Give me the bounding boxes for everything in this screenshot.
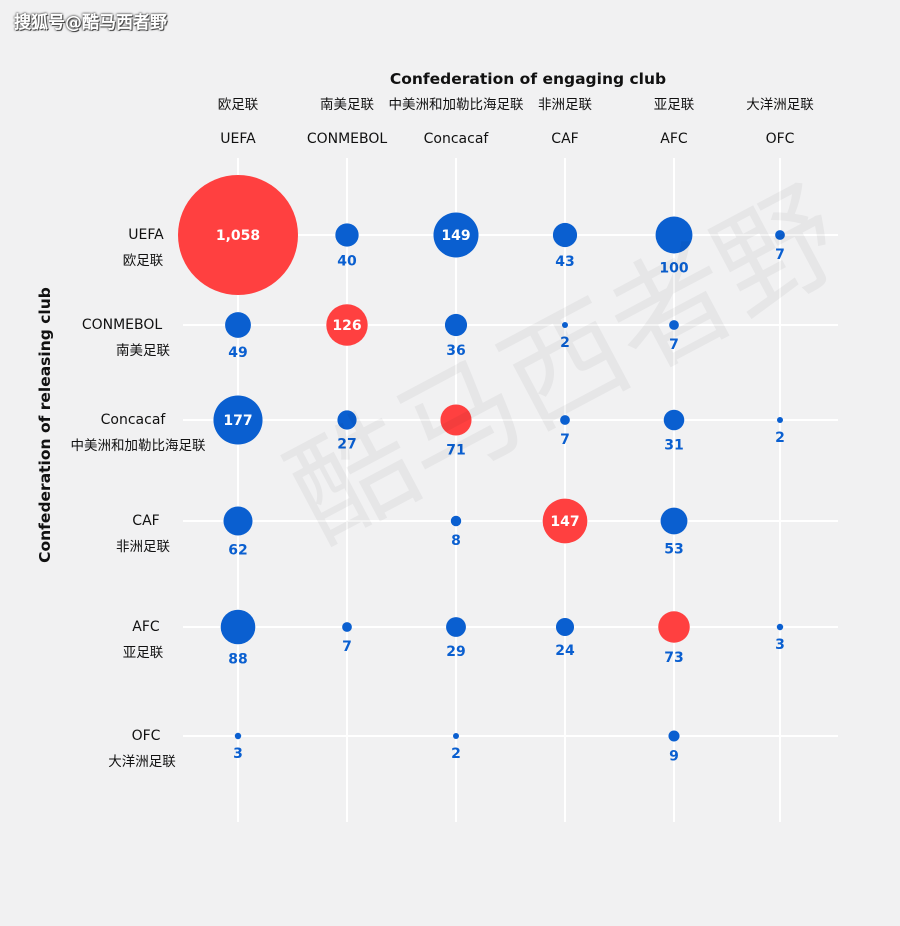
column-label-zh: 欧足联 <box>218 97 259 113</box>
column-label-en: OFC <box>766 131 795 147</box>
bubble-value-label: 147 <box>550 514 579 530</box>
bubble-value-label: 40 <box>337 254 357 270</box>
bubble-value-label: 7 <box>669 337 679 353</box>
bubble-concacaf-to-caf <box>560 415 570 425</box>
bubble-afc-to-ofc <box>776 623 784 631</box>
bubble-afc-to-conmebol <box>342 622 352 632</box>
bubble-uefa-to-caf <box>552 222 578 248</box>
bubble-concacaf-to-conmebol <box>337 410 357 430</box>
bubble-conmebol-to-afc <box>669 320 679 330</box>
column-label-zh: 南美足联 <box>320 97 374 113</box>
bubble-value-label: 2 <box>451 746 461 762</box>
column-label-en: AFC <box>660 131 688 147</box>
column-label-en: Concacaf <box>424 131 490 147</box>
row-label-en: UEFA <box>128 227 164 243</box>
row-label-zh: 亚足联 <box>123 645 164 661</box>
bubble-conmebol-to-uefa <box>225 312 251 338</box>
bubble-value-label: 53 <box>664 541 683 557</box>
column-label-en: CONMEBOL <box>307 131 388 147</box>
row-label-zh: 欧足联 <box>123 253 164 269</box>
bubble-value-label: 71 <box>446 443 465 459</box>
bubble-value-label: 62 <box>228 543 247 559</box>
bubble-concacaf-to-concacaf <box>440 404 472 436</box>
bubble-value-label: 126 <box>332 318 361 334</box>
bubble-value-label: 2 <box>775 430 785 446</box>
bubble-value-label: 2 <box>560 335 570 351</box>
bubble-value-label: 31 <box>664 437 683 453</box>
bubble-value-label: 7 <box>560 432 570 448</box>
bubble-value-label: 7 <box>342 639 352 655</box>
x-axis-title: Confederation of engaging club <box>390 70 666 88</box>
bubble-uefa-to-afc <box>655 216 693 254</box>
bubble-value-label: 24 <box>555 643 575 659</box>
column-label-en: CAF <box>551 131 578 147</box>
bubble-value-label: 149 <box>441 228 470 244</box>
row-label-en: AFC <box>132 619 160 635</box>
row-label-en: Concacaf <box>101 412 167 428</box>
bubble-value-label: 27 <box>337 437 356 453</box>
column-label-en: UEFA <box>220 131 256 147</box>
row-label-en: CAF <box>132 513 159 529</box>
bubble-concacaf-to-ofc <box>777 417 783 423</box>
bubble-uefa-to-conmebol <box>335 223 359 247</box>
bubble-value-label: 49 <box>228 345 247 361</box>
bubble-conmebol-to-concacaf <box>444 313 468 337</box>
column-label-zh: 中美洲和加勒比海足联 <box>389 97 524 113</box>
bubble-value-label: 88 <box>228 651 247 667</box>
bubble-uefa-to-concacaf <box>433 212 479 258</box>
row-label-zh: 南美足联 <box>116 343 170 359</box>
source-tag: 搜狐号@酷马西者野 <box>14 13 167 33</box>
row-label-zh: 中美洲和加勒比海足联 <box>71 438 206 454</box>
bubble-concacaf-to-afc <box>663 409 685 431</box>
bubble-concacaf-to-uefa <box>213 395 263 445</box>
bubble-value-label: 43 <box>555 254 574 270</box>
column-label-zh: 大洋洲足联 <box>746 97 814 113</box>
column-label-zh: 亚足联 <box>654 97 695 113</box>
bubble-value-label: 177 <box>223 413 252 429</box>
bubble-ofc-to-concacaf <box>453 733 459 739</box>
bubble-caf-to-afc <box>660 507 688 535</box>
y-axis-title: Confederation of releasing club <box>36 287 54 563</box>
row-label-en: CONMEBOL <box>82 317 163 333</box>
bubble-value-label: 73 <box>664 650 683 666</box>
bubble-afc-to-uefa <box>220 609 256 645</box>
bubble-value-label: 100 <box>659 260 688 276</box>
bubble-value-label: 8 <box>451 533 461 549</box>
bubble-caf-to-concacaf <box>450 515 462 527</box>
bubble-afc-to-caf <box>555 617 575 637</box>
bubble-conmebol-to-caf <box>562 322 568 328</box>
bubble-caf-to-caf <box>542 498 588 544</box>
bubble-value-label: 9 <box>669 749 679 765</box>
bubble-value-label: 36 <box>446 343 465 359</box>
bubble-ofc-to-afc <box>668 730 680 742</box>
row-label-en: OFC <box>132 728 161 744</box>
bubble-value-label: 29 <box>446 644 465 660</box>
bubble-conmebol-to-conmebol <box>326 304 368 346</box>
bubble-uefa-to-ofc <box>775 230 785 240</box>
row-label-zh: 非洲足联 <box>116 539 170 555</box>
bubble-value-label: 7 <box>775 247 785 263</box>
column-label-zh: 非洲足联 <box>538 97 592 113</box>
bubble-uefa-to-uefa <box>178 175 298 295</box>
bubble-caf-to-uefa <box>223 506 253 536</box>
bubble-ofc-to-uefa <box>234 732 242 740</box>
bubble-value-label: 3 <box>775 637 785 653</box>
bubble-value-label: 3 <box>233 746 243 762</box>
bubble-afc-to-afc <box>658 611 690 643</box>
row-label-zh: 大洋洲足联 <box>108 754 176 770</box>
bubble-afc-to-concacaf <box>446 617 466 637</box>
bubble-value-label: 1,058 <box>216 228 260 244</box>
